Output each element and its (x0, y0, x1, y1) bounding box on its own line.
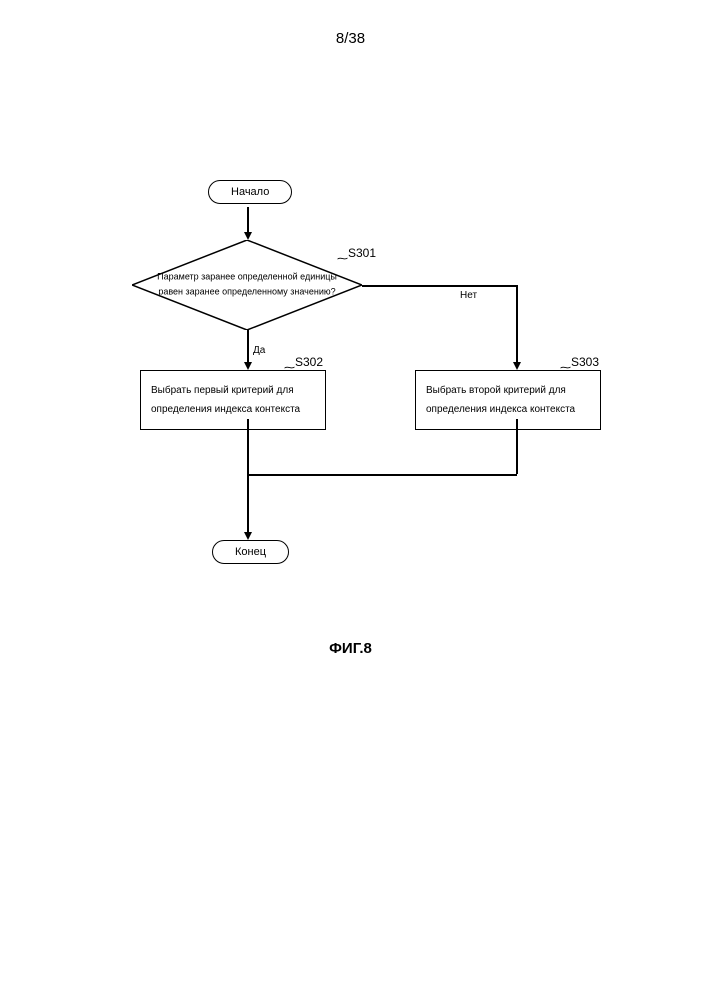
end-node: Конец (212, 540, 289, 564)
tilde-s303: ⁓ (560, 361, 571, 374)
edge-decision-yes (247, 330, 249, 365)
process-no-node: Выбрать второй критерий для определения … (415, 370, 601, 430)
edge-decision-no-v (516, 285, 518, 365)
step-s301: S301 (348, 246, 376, 260)
no-label: Нет (460, 290, 477, 301)
start-label: Начало (231, 186, 269, 198)
page-number: 8/38 (336, 30, 365, 47)
flowchart-container: Начало Параметр заранее определенной еди… (90, 180, 630, 600)
tilde-s302: ⁓ (284, 361, 295, 374)
end-label: Конец (235, 546, 266, 558)
arrow-decision-no (513, 362, 521, 370)
arrow-decision-yes (244, 362, 252, 370)
process-no-label: Выбрать второй критерий для определения … (426, 385, 575, 415)
process-yes-node: Выбрать первый критерий для определения … (140, 370, 326, 430)
yes-label: Да (253, 345, 265, 356)
step-s302: S302 (295, 355, 323, 369)
decision-node: Параметр заранее определенной единицы ра… (132, 240, 362, 330)
tilde-s301: ⁓ (337, 252, 348, 265)
figure-caption: ФИГ.8 (329, 640, 372, 657)
arrow-merge-end (244, 532, 252, 540)
edge-no-down (516, 419, 518, 474)
arrow-start-decision (244, 232, 252, 240)
edge-no-left (247, 474, 517, 476)
edge-start-decision (247, 207, 249, 235)
edge-yes-merge (247, 419, 249, 535)
step-s303: S303 (571, 355, 599, 369)
edge-decision-no-h (362, 285, 517, 287)
start-node: Начало (208, 180, 292, 204)
process-yes-label: Выбрать первый критерий для определения … (151, 385, 300, 415)
decision-label: Параметр заранее определенной единицы ра… (157, 270, 337, 301)
